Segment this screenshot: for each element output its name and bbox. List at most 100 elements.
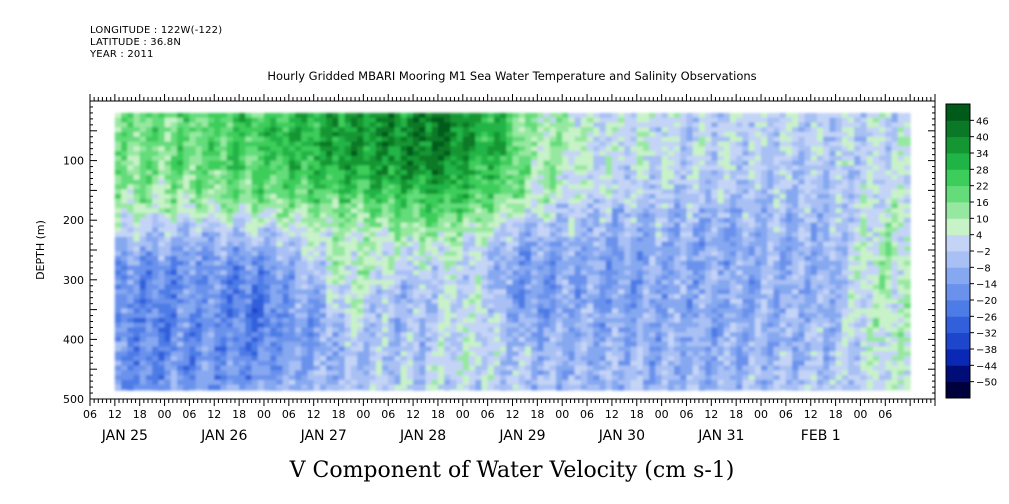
field-cell bbox=[450, 232, 458, 238]
field-cell bbox=[406, 317, 414, 324]
field-cell bbox=[624, 313, 632, 319]
field-cell bbox=[555, 227, 563, 233]
field-cell bbox=[344, 208, 352, 214]
field-cell bbox=[239, 313, 246, 319]
field-cell bbox=[605, 236, 613, 243]
field-cell bbox=[226, 279, 234, 286]
field-cell bbox=[481, 155, 489, 162]
field-cell bbox=[375, 246, 383, 252]
field-cell bbox=[475, 308, 483, 314]
field-cell bbox=[450, 322, 458, 329]
field-cell bbox=[512, 270, 520, 276]
field-cell bbox=[611, 122, 619, 128]
field-cell bbox=[344, 146, 352, 152]
field-cell bbox=[456, 117, 464, 124]
field-cell bbox=[201, 136, 209, 143]
field-cell bbox=[158, 260, 166, 267]
field-cell bbox=[524, 346, 532, 352]
field-cell bbox=[295, 270, 302, 276]
field-cell bbox=[493, 327, 501, 333]
field-cell bbox=[208, 279, 215, 286]
field-cell bbox=[475, 179, 483, 186]
field-cell bbox=[251, 179, 259, 186]
field-cell bbox=[288, 251, 296, 257]
field-cell bbox=[319, 232, 327, 238]
field-cell bbox=[611, 174, 619, 181]
field-cell bbox=[276, 308, 284, 314]
field-cell bbox=[500, 136, 507, 143]
field-cell bbox=[624, 332, 632, 338]
field-cell bbox=[357, 332, 364, 338]
field-cell bbox=[562, 160, 570, 166]
field-cell bbox=[164, 275, 172, 281]
field-cell bbox=[245, 303, 253, 310]
field-cell bbox=[493, 246, 501, 252]
field-cell bbox=[425, 270, 433, 276]
field-cell bbox=[580, 308, 588, 314]
field-cell bbox=[413, 346, 420, 352]
field-cell bbox=[208, 370, 215, 376]
field-cell bbox=[257, 260, 265, 267]
field-cell bbox=[388, 322, 396, 329]
field-cell bbox=[599, 270, 607, 276]
field-cell bbox=[450, 270, 458, 276]
field-cell bbox=[158, 208, 166, 214]
field-cell bbox=[512, 217, 520, 224]
field-cell bbox=[363, 294, 371, 300]
field-cell bbox=[481, 337, 489, 343]
field-cell bbox=[313, 313, 321, 319]
field-cell bbox=[425, 332, 433, 338]
field-cell bbox=[605, 117, 613, 124]
field-cell bbox=[319, 246, 327, 252]
field-cell bbox=[555, 112, 563, 119]
field-cell bbox=[307, 356, 315, 362]
field-cell bbox=[189, 322, 197, 329]
field-cell bbox=[350, 379, 358, 386]
field-cell bbox=[462, 360, 470, 367]
field-cell bbox=[114, 189, 122, 195]
field-cell bbox=[605, 131, 613, 138]
field-cell bbox=[239, 365, 246, 371]
field-cell bbox=[388, 289, 396, 295]
field-cell bbox=[270, 279, 277, 286]
field-cell bbox=[624, 112, 632, 119]
field-cell bbox=[139, 131, 147, 138]
field-cell bbox=[382, 184, 389, 190]
field-cell bbox=[475, 155, 483, 162]
field-cell bbox=[599, 122, 607, 128]
field-cell bbox=[400, 151, 408, 157]
field-cell bbox=[288, 308, 296, 314]
field-cell bbox=[618, 155, 625, 162]
field-cell bbox=[369, 203, 377, 209]
field-cell bbox=[475, 303, 483, 310]
field-cell bbox=[326, 303, 333, 310]
field-cell bbox=[618, 375, 625, 381]
field-cell bbox=[400, 213, 408, 219]
field-cell bbox=[549, 127, 557, 133]
field-cell bbox=[121, 160, 128, 166]
field-cell bbox=[257, 236, 265, 243]
field-cell bbox=[214, 112, 222, 119]
field-cell bbox=[220, 260, 228, 267]
field-cell bbox=[301, 155, 309, 162]
field-cell bbox=[232, 260, 240, 267]
field-cell bbox=[251, 356, 259, 362]
field-cell bbox=[549, 313, 557, 319]
field-cell bbox=[127, 146, 135, 152]
field-cell bbox=[375, 379, 383, 386]
field-cell bbox=[562, 222, 570, 228]
field-cell bbox=[605, 341, 613, 348]
field-cell bbox=[176, 337, 184, 343]
field-cell bbox=[127, 360, 135, 367]
field-cell bbox=[524, 117, 532, 124]
field-cell bbox=[114, 370, 122, 376]
field-cell bbox=[375, 270, 383, 276]
field-cell bbox=[214, 122, 222, 128]
field-cell bbox=[288, 337, 296, 343]
field-cell bbox=[363, 270, 371, 276]
field-cell bbox=[176, 203, 184, 209]
field-cell bbox=[338, 322, 346, 329]
field-cell bbox=[524, 251, 532, 257]
field-cell bbox=[611, 265, 619, 271]
field-cell bbox=[357, 232, 364, 238]
